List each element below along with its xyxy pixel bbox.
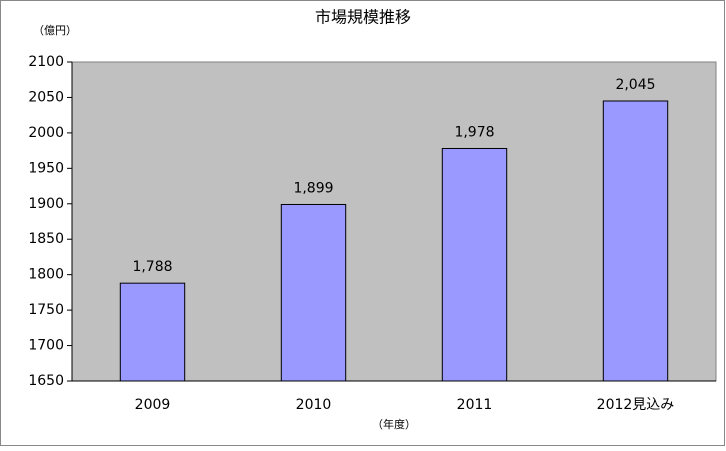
x-axis-label: （年度） (372, 417, 416, 431)
bar (441, 147, 508, 382)
y-axis-label: （億円） (33, 24, 77, 37)
y-tick-label: 2050 (28, 89, 64, 105)
y-tick-label: 2100 (28, 54, 64, 70)
x-tick-label: 2011 (457, 397, 493, 413)
value-label: 1,899 (293, 180, 333, 196)
chart-title: 市場規模推移 (315, 8, 411, 27)
x-tick-label: 2009 (135, 397, 171, 413)
value-label: 1,788 (132, 259, 172, 275)
y-tick-label: 1800 (28, 267, 64, 283)
y-tick-label: 1750 (28, 302, 64, 318)
value-label: 2,045 (615, 77, 655, 93)
y-tick-label: 1850 (28, 231, 64, 247)
x-tick-label: 2010 (296, 397, 332, 413)
bar (602, 100, 669, 382)
value-label: 1,978 (454, 124, 494, 140)
y-tick-label: 1900 (28, 196, 64, 212)
y-tick-label: 1700 (28, 338, 64, 354)
bar (119, 282, 186, 382)
y-tick-label: 1950 (28, 160, 64, 176)
x-tick-label: 2012見込み (597, 397, 675, 413)
y-tick-label: 2000 (28, 125, 64, 141)
bar (280, 203, 347, 382)
y-tick-label: 1650 (28, 373, 64, 389)
